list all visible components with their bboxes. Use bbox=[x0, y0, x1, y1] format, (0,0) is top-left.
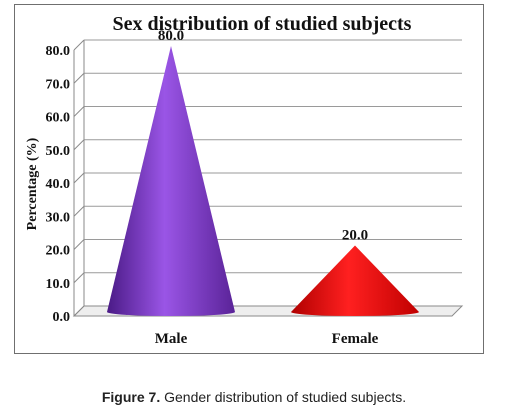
wall-gridline bbox=[73, 39, 85, 51]
y-tick-label: 20.0 bbox=[46, 244, 71, 259]
wall-gridline bbox=[73, 172, 85, 184]
wall-gridline bbox=[73, 72, 85, 84]
x-tick-label: Female bbox=[332, 331, 379, 347]
wall-gridline bbox=[73, 239, 85, 250]
y-tick-label: 40.0 bbox=[46, 177, 71, 192]
cone-bar-female bbox=[291, 245, 419, 316]
wall-gridline bbox=[73, 305, 85, 317]
wall-gridline bbox=[73, 106, 85, 117]
y-tick-label: 50.0 bbox=[46, 144, 71, 159]
wall-gridline bbox=[73, 272, 85, 284]
caption-label: Figure 7. bbox=[101, 389, 161, 405]
caption-text: Gender distribution of studied subjects. bbox=[164, 389, 407, 405]
chart-frame bbox=[14, 4, 484, 354]
y-tick-label: 10.0 bbox=[46, 277, 71, 292]
chart-title: Sex distribution of studied subjects bbox=[113, 13, 412, 35]
y-tick-label: 80.0 bbox=[46, 44, 71, 59]
x-tick-label: Male bbox=[155, 331, 188, 347]
y-tick-label: 60.0 bbox=[46, 111, 71, 126]
wall-gridline bbox=[73, 139, 85, 151]
data-label: 80.0 bbox=[158, 28, 184, 44]
y-tick-label: 30.0 bbox=[46, 210, 71, 225]
wall-gridline bbox=[73, 205, 85, 217]
cone-bar-male bbox=[107, 46, 235, 316]
data-label: 20.0 bbox=[342, 228, 368, 244]
y-axis-label: Percentage (%) bbox=[25, 137, 40, 230]
figure-caption: Figure 7. Gender distribution of studied… bbox=[0, 389, 508, 405]
y-tick-label: 0.0 bbox=[53, 310, 71, 325]
y-tick-label: 70.0 bbox=[46, 77, 71, 92]
